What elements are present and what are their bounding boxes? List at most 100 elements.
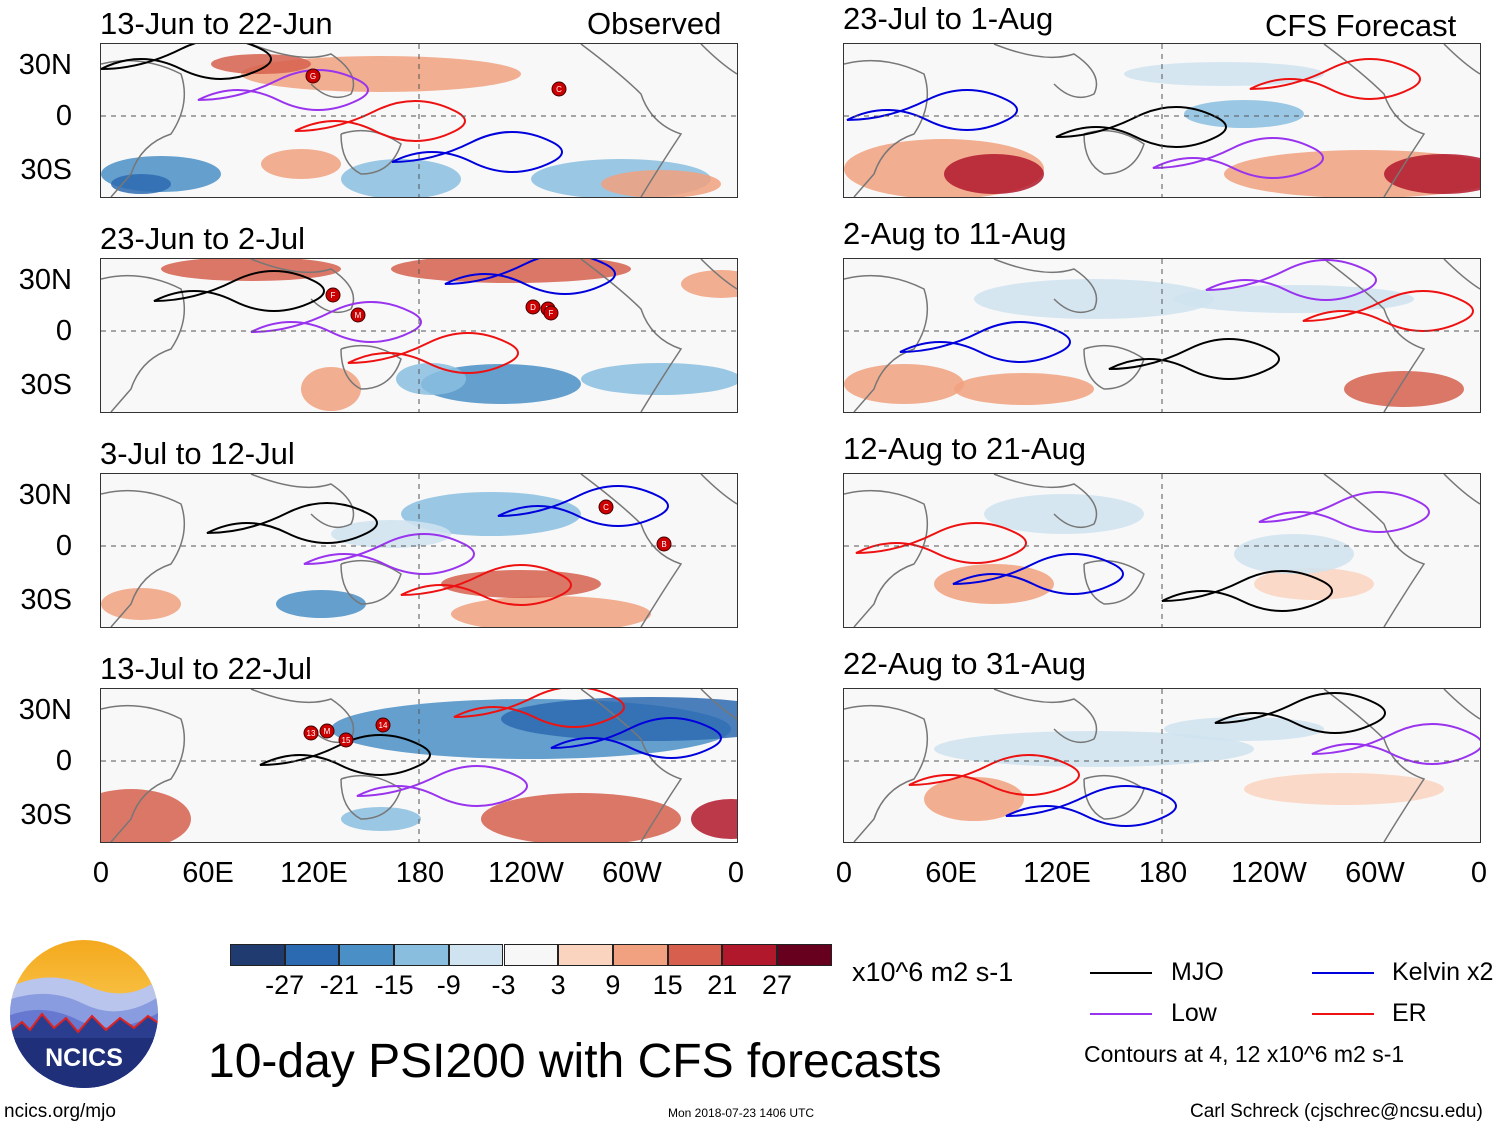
coastline bbox=[1083, 129, 1145, 175]
storm-marker: G bbox=[305, 68, 321, 84]
x-tick-right-0: 0 bbox=[835, 857, 853, 889]
coastline bbox=[101, 489, 186, 627]
anomaly-shading bbox=[1164, 717, 1324, 741]
coastline bbox=[993, 259, 1098, 314]
anomaly-shading bbox=[111, 174, 171, 194]
x-tick-left-120w: 120W bbox=[488, 857, 564, 889]
colorbar-swatch bbox=[503, 944, 559, 966]
anomaly-shading bbox=[1344, 371, 1464, 407]
forecast-map-3 bbox=[843, 473, 1481, 628]
svg-text:13: 13 bbox=[307, 729, 316, 738]
coastline bbox=[700, 689, 737, 720]
coastline bbox=[1083, 344, 1145, 390]
svg-text:G: G bbox=[310, 72, 316, 81]
anomaly-shading bbox=[261, 149, 341, 179]
wave-contour bbox=[1302, 290, 1474, 332]
x-tick-left-60w: 60W bbox=[602, 857, 662, 889]
coastline bbox=[580, 259, 683, 412]
anomaly-shading bbox=[396, 363, 466, 395]
coastline bbox=[1083, 559, 1145, 605]
colorbar-swatch bbox=[667, 944, 723, 966]
x-tick-right-60e: 60E bbox=[925, 857, 977, 889]
wave-contour bbox=[1005, 785, 1177, 827]
y-tick-30s-1: 30S bbox=[20, 154, 72, 186]
wave-contour bbox=[846, 89, 1018, 131]
forecast-map-2 bbox=[843, 258, 1481, 413]
colorbar-units: x10^6 m2 s-1 bbox=[852, 957, 1014, 987]
anomaly-shading bbox=[341, 159, 461, 197]
x-tick-left-180: 180 bbox=[395, 857, 445, 889]
coastline bbox=[844, 274, 929, 412]
coastline bbox=[101, 704, 186, 842]
panel-title-left-2: 23-Jun to 2-Jul bbox=[100, 221, 306, 256]
wave-contour bbox=[497, 485, 669, 527]
legend-label-er: ER bbox=[1392, 999, 1427, 1027]
wave-contour bbox=[1311, 723, 1480, 765]
colorbar-tick-label: 15 bbox=[652, 970, 683, 1000]
anomaly-shading bbox=[451, 596, 651, 627]
anomaly-shading bbox=[331, 520, 451, 548]
legend-line-low bbox=[1090, 1013, 1152, 1015]
wave-contour bbox=[259, 734, 431, 776]
y-tick-30s-4: 30S bbox=[20, 799, 72, 831]
anomaly-shading bbox=[1184, 100, 1304, 128]
coastline bbox=[1443, 689, 1480, 720]
coastline bbox=[993, 689, 1098, 744]
coastline bbox=[1323, 474, 1426, 627]
ncics-logo: NCICS bbox=[10, 940, 158, 1088]
anomaly-shading bbox=[984, 494, 1144, 534]
legend-label-mjo: MJO bbox=[1171, 958, 1224, 986]
x-tick-left-60e: 60E bbox=[182, 857, 234, 889]
coastline bbox=[1323, 689, 1426, 842]
coastline bbox=[700, 44, 737, 75]
x-tick-right-0e: 0 bbox=[1470, 857, 1488, 889]
anomaly-shading bbox=[944, 154, 1044, 194]
wave-contour bbox=[550, 717, 722, 759]
wave-contour bbox=[1214, 692, 1386, 734]
wave-contour bbox=[1055, 106, 1227, 148]
colorbar-tick-label: -27 bbox=[265, 970, 305, 1000]
anomaly-shading bbox=[1254, 568, 1374, 600]
forecast-label: CFS Forecast bbox=[1265, 8, 1457, 43]
wave-contour bbox=[153, 270, 325, 312]
svg-text:M: M bbox=[324, 727, 331, 736]
wave-contour bbox=[952, 553, 1124, 595]
wave-contour bbox=[1205, 259, 1377, 301]
coastline bbox=[340, 559, 402, 605]
footer-author: Carl Schreck (cjschrec@ncsu.edu) bbox=[1190, 1101, 1483, 1122]
anomaly-shading bbox=[934, 731, 1254, 767]
anomaly-shading bbox=[581, 363, 737, 395]
anomaly-shading bbox=[161, 259, 341, 281]
storm-marker: B bbox=[656, 536, 672, 552]
x-tick-left-0: 0 bbox=[92, 857, 110, 889]
wave-contour bbox=[899, 321, 1071, 363]
legend-line-er bbox=[1312, 1013, 1374, 1015]
anomaly-shading bbox=[481, 793, 681, 842]
anomaly-shading bbox=[681, 270, 737, 298]
anomaly-shading bbox=[954, 373, 1094, 405]
coastline bbox=[250, 689, 355, 744]
anomaly-shading bbox=[276, 590, 366, 618]
legend-label-kelvin: Kelvin x2 bbox=[1392, 958, 1494, 986]
anomaly-shading bbox=[934, 564, 1054, 604]
coastline bbox=[340, 344, 402, 390]
svg-text:F: F bbox=[331, 291, 336, 300]
colorbar-swatch bbox=[612, 944, 668, 966]
legend-note: Contours at 4, 12 x10^6 m2 s-1 bbox=[1084, 1041, 1405, 1067]
wave-contour bbox=[1249, 58, 1421, 100]
wave-contour bbox=[197, 69, 369, 111]
storm-marker: M bbox=[350, 307, 366, 323]
y-tick-30s-3: 30S bbox=[20, 584, 72, 616]
coastline bbox=[1083, 774, 1145, 820]
colorbar-swatch bbox=[284, 944, 340, 966]
x-tick-left-0e: 0 bbox=[727, 857, 745, 889]
colorbar-swatch bbox=[448, 944, 504, 966]
coastline bbox=[1443, 474, 1480, 505]
anomaly-shading bbox=[1174, 285, 1414, 313]
footer-url[interactable]: ncics.org/mjo bbox=[4, 1101, 116, 1122]
panel-title-right-3: 12-Aug to 21-Aug bbox=[843, 431, 1087, 466]
y-tick-0-3: 0 bbox=[55, 530, 72, 562]
coastline bbox=[993, 44, 1098, 99]
svg-text:14: 14 bbox=[379, 721, 388, 730]
